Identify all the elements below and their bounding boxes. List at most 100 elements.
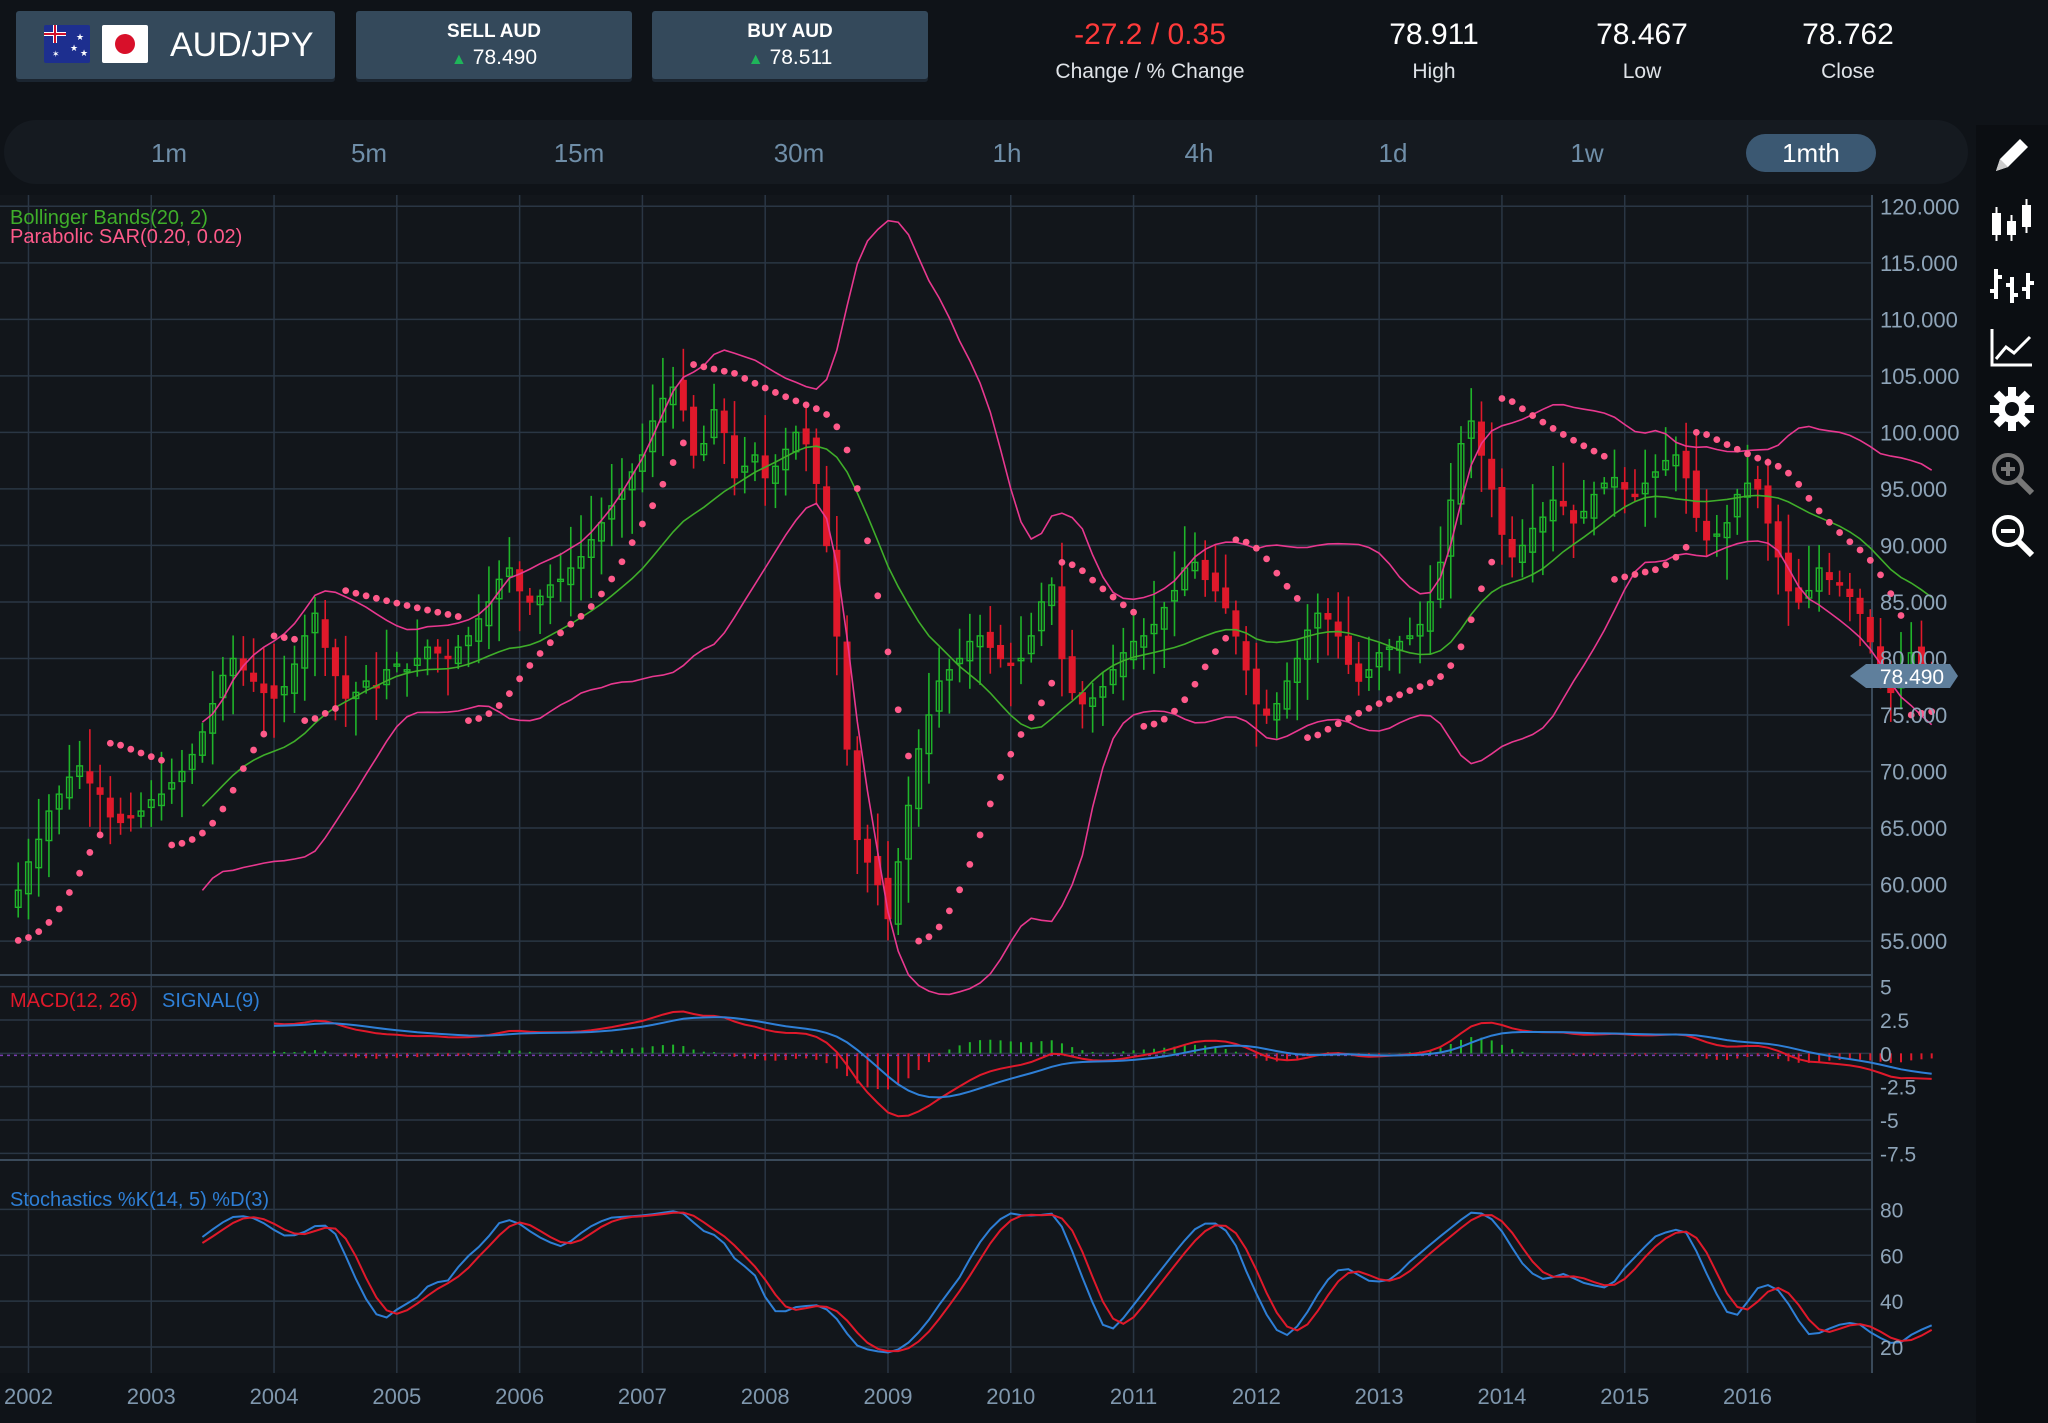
timeframe-1mth[interactable]: 1mth bbox=[1746, 134, 1876, 172]
y-tick-label: 60.000 bbox=[1880, 873, 1947, 898]
sar-dot bbox=[1631, 571, 1639, 578]
sar-dot bbox=[1825, 518, 1833, 526]
candle-body bbox=[1610, 476, 1619, 488]
current-price-tag: 78.490 bbox=[1850, 664, 1958, 689]
sar-dot bbox=[986, 800, 994, 808]
sar-dot bbox=[710, 365, 718, 373]
line-chart-icon[interactable] bbox=[1986, 321, 2038, 373]
candlestick-icon[interactable] bbox=[1986, 195, 2038, 247]
close-value: 78.762 bbox=[1802, 18, 1894, 51]
currency-pair-selector[interactable]: ✶ ★ ★ ★ AUD/JPY bbox=[16, 11, 335, 79]
candle-body bbox=[1334, 621, 1342, 637]
candle-body bbox=[1662, 459, 1670, 471]
japan-flag-icon bbox=[102, 25, 148, 63]
sar-dot bbox=[454, 613, 462, 620]
candle-body bbox=[526, 595, 534, 603]
candle-body bbox=[1580, 510, 1588, 519]
candle-body bbox=[260, 683, 268, 694]
sar-dot bbox=[1283, 582, 1291, 590]
sar-dot bbox=[1171, 707, 1178, 715]
candle-body bbox=[1027, 635, 1035, 655]
candle-body bbox=[782, 448, 790, 471]
candle-body bbox=[894, 861, 902, 925]
sar-dot bbox=[352, 589, 360, 597]
sar-dot bbox=[383, 597, 390, 605]
timeframe-1d[interactable]: 1d bbox=[1378, 138, 1408, 168]
candle-body bbox=[229, 657, 237, 677]
candle-body bbox=[1498, 486, 1506, 535]
timeframe-4h[interactable]: 4h bbox=[1184, 138, 1214, 168]
candle-body bbox=[1641, 482, 1649, 495]
stoch-panel bbox=[201, 1210, 1933, 1354]
sar-dot bbox=[802, 401, 810, 409]
sar-dot bbox=[1109, 593, 1117, 601]
zoom-out-icon[interactable] bbox=[1986, 509, 2038, 561]
candle-body bbox=[904, 804, 912, 860]
sar-dot bbox=[1314, 731, 1322, 739]
candle-body bbox=[198, 731, 206, 756]
candle-body bbox=[1467, 420, 1475, 439]
timeframe-1h[interactable]: 1h bbox=[992, 138, 1022, 168]
candle-body bbox=[55, 793, 63, 810]
candle-body bbox=[1355, 663, 1363, 682]
candle-body bbox=[209, 702, 217, 734]
sar-dot bbox=[516, 675, 524, 683]
sar-dot bbox=[342, 587, 350, 595]
y-tick-label: 55.000 bbox=[1880, 929, 1947, 954]
sar-dot bbox=[1201, 663, 1209, 671]
sar-dot bbox=[424, 606, 431, 614]
sar-dot bbox=[1764, 458, 1772, 466]
sar-dot bbox=[1815, 507, 1823, 515]
candle-body bbox=[1682, 450, 1690, 479]
y-tick-label: -2.5 bbox=[1880, 1077, 1916, 1100]
y-tick-label: 2.5 bbox=[1880, 1010, 1909, 1033]
buy-button[interactable]: BUY AUD ▲ 78.511 bbox=[652, 11, 928, 79]
sar-dot bbox=[1181, 696, 1189, 704]
top-bar: ✶ ★ ★ ★ AUD/JPY SELL AUD ▲ 78.490 BUY AUD… bbox=[0, 0, 2048, 110]
candle-body bbox=[464, 635, 472, 647]
timeframe-1m[interactable]: 1m bbox=[150, 138, 188, 168]
candle-body bbox=[1385, 646, 1393, 651]
timeframe-1w[interactable]: 1w bbox=[1570, 138, 1604, 168]
sar-dot bbox=[321, 709, 329, 717]
candle-body bbox=[1375, 652, 1383, 668]
x-tick-label: 2014 bbox=[1477, 1384, 1526, 1409]
candle-body bbox=[1314, 612, 1322, 629]
sar-dot bbox=[393, 599, 401, 607]
candle-body bbox=[608, 505, 616, 520]
sar-dot bbox=[1355, 709, 1363, 717]
settings-icon[interactable] bbox=[1986, 383, 2038, 435]
sar-dot bbox=[935, 923, 943, 931]
timeframe-5m[interactable]: 5m bbox=[350, 138, 388, 168]
sar-dot bbox=[117, 741, 124, 749]
sar-dot bbox=[147, 753, 155, 761]
sar-dot bbox=[1416, 683, 1424, 691]
pencil-icon[interactable] bbox=[1986, 129, 2038, 181]
candle-body bbox=[741, 465, 749, 473]
sar-dot bbox=[1508, 398, 1516, 406]
chart-area[interactable]: 2002 2003 2004 2005 2006 2007 2008 2009 2010 2011… bbox=[0, 195, 1976, 1423]
candle-body bbox=[1713, 533, 1721, 537]
candle-body bbox=[679, 379, 687, 411]
sar-dot bbox=[853, 485, 861, 492]
sar-dot bbox=[505, 690, 513, 698]
timeframe-30m[interactable]: 30m bbox=[773, 138, 825, 168]
sar-dot bbox=[1038, 699, 1045, 707]
candle-body bbox=[1774, 521, 1782, 558]
sar-dot bbox=[270, 632, 278, 640]
candle-body bbox=[1846, 588, 1854, 598]
candle-body bbox=[864, 838, 872, 863]
candle-body bbox=[45, 810, 53, 842]
timeframe-15m[interactable]: 15m bbox=[553, 138, 605, 168]
ohlc-bars-icon[interactable] bbox=[1986, 259, 2038, 311]
candle-body bbox=[219, 674, 227, 699]
sar-dot bbox=[720, 367, 728, 375]
sar-dot bbox=[55, 905, 63, 913]
sar-dot bbox=[1273, 569, 1281, 577]
sar-dot bbox=[14, 937, 22, 944]
y-tick-label: 75.000 bbox=[1880, 703, 1947, 728]
sell-button[interactable]: SELL AUD ▲ 78.490 bbox=[356, 11, 632, 79]
zoom-in-icon[interactable] bbox=[1986, 447, 2038, 499]
sar-dot bbox=[741, 375, 749, 382]
low-label: Low bbox=[1622, 60, 1662, 83]
